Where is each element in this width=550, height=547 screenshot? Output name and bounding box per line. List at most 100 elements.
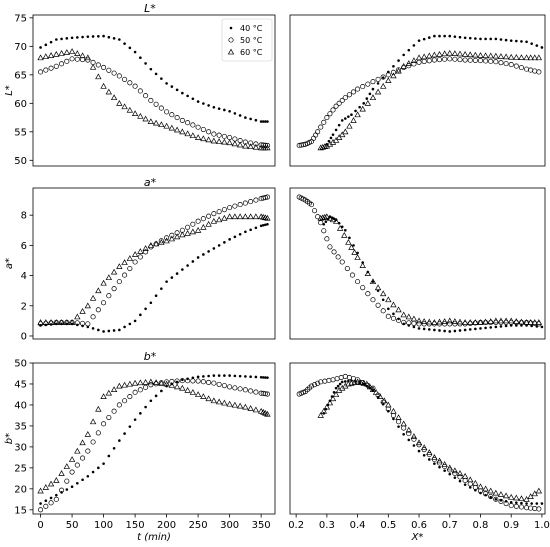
data-point xyxy=(433,328,436,332)
axes-frame xyxy=(289,187,546,340)
data-point xyxy=(324,115,330,121)
data-point xyxy=(184,386,191,393)
data-point xyxy=(244,230,247,234)
data-point xyxy=(322,222,326,226)
data-point xyxy=(374,88,382,95)
data-point xyxy=(525,40,528,44)
data-point xyxy=(53,477,60,483)
data-point xyxy=(499,325,503,328)
data-point xyxy=(494,37,498,41)
data-point xyxy=(340,119,344,122)
data-point xyxy=(127,265,133,272)
data-point xyxy=(335,254,341,260)
data-point xyxy=(407,438,411,442)
data-point xyxy=(69,469,75,475)
data-point xyxy=(457,474,463,480)
data-point xyxy=(128,322,132,326)
data-point xyxy=(233,235,237,239)
data-point xyxy=(411,320,417,326)
data-point xyxy=(174,115,180,121)
data-point xyxy=(332,137,340,143)
data-point xyxy=(395,414,402,420)
data-point xyxy=(168,235,176,242)
data-point xyxy=(426,318,433,325)
legend-marker xyxy=(227,48,235,55)
data-point xyxy=(348,244,355,250)
data-point xyxy=(210,137,218,144)
data-point xyxy=(397,59,400,62)
data-point xyxy=(148,97,154,104)
data-point xyxy=(431,319,438,325)
data-point xyxy=(327,244,333,250)
data-point xyxy=(254,226,258,230)
data-point xyxy=(101,300,107,306)
data-point xyxy=(441,50,448,57)
data-point xyxy=(502,53,510,60)
data-point xyxy=(400,62,407,69)
data-point xyxy=(185,378,191,384)
data-point xyxy=(111,70,117,76)
data-point xyxy=(497,491,505,497)
data-point xyxy=(163,237,170,244)
data-point xyxy=(79,52,86,59)
data-point xyxy=(379,82,387,89)
data-point xyxy=(55,38,58,41)
data-point xyxy=(205,220,212,227)
data-point xyxy=(532,68,538,74)
data-point xyxy=(438,329,441,332)
data-point xyxy=(369,386,377,392)
data-point xyxy=(499,38,503,41)
data-point xyxy=(528,67,534,73)
data-point xyxy=(354,111,361,118)
data-point xyxy=(165,280,168,283)
data-point xyxy=(446,317,453,324)
data-point xyxy=(149,67,153,71)
data-point xyxy=(49,40,53,44)
data-point xyxy=(89,418,97,425)
x-tick-label: 350 xyxy=(252,520,271,531)
data-point xyxy=(468,36,472,40)
data-point xyxy=(91,327,95,330)
data-point xyxy=(479,327,482,330)
data-point xyxy=(223,241,226,244)
data-point xyxy=(253,389,259,395)
data-point xyxy=(261,120,265,123)
data-point xyxy=(379,290,387,297)
data-point xyxy=(144,307,147,311)
data-point xyxy=(420,318,428,324)
data-point xyxy=(400,311,407,318)
data-point xyxy=(116,100,123,106)
data-point xyxy=(137,254,143,260)
data-point xyxy=(339,97,345,104)
data-point xyxy=(474,327,477,331)
data-point xyxy=(110,386,118,392)
data-point xyxy=(189,228,197,235)
data-point xyxy=(508,53,515,60)
data-point xyxy=(174,230,180,236)
data-point xyxy=(313,132,319,138)
data-point xyxy=(448,34,452,38)
data-point xyxy=(350,117,357,123)
data-point xyxy=(122,76,128,82)
data-point xyxy=(524,66,530,72)
data-point xyxy=(411,61,417,67)
data-point xyxy=(317,412,324,418)
panel-a-X xyxy=(289,187,546,340)
series-40c xyxy=(325,34,544,146)
data-point xyxy=(53,496,59,502)
data-point xyxy=(319,214,326,221)
series-60c xyxy=(37,378,271,494)
data-point xyxy=(81,35,84,39)
y-tick-label: 0 xyxy=(21,331,27,342)
data-point xyxy=(463,36,467,40)
data-point xyxy=(380,308,386,314)
series-50c xyxy=(296,56,542,149)
data-point xyxy=(385,77,392,83)
data-point xyxy=(200,126,206,133)
data-point xyxy=(487,318,494,324)
data-point xyxy=(137,379,144,386)
data-point xyxy=(102,330,105,333)
data-point xyxy=(520,40,523,43)
data-point xyxy=(330,377,336,383)
